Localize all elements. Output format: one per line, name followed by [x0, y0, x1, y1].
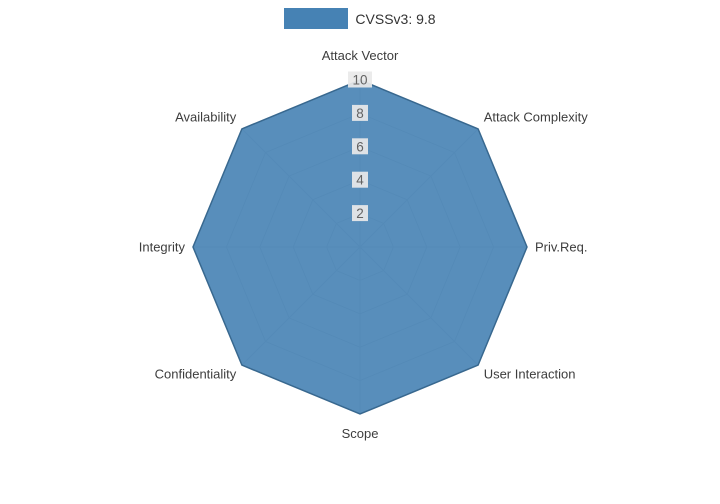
axis-label-attack-complexity: Attack Complexity — [484, 109, 589, 124]
tick-label-8: 8 — [356, 106, 364, 121]
tick-bg-4 — [352, 171, 368, 188]
legend-swatch — [284, 8, 349, 29]
axis-label-availability: Availability — [175, 109, 237, 124]
axis-label-scope: Scope — [342, 426, 379, 441]
axis-label-user-interaction: User Interaction — [484, 367, 576, 382]
axis-label-priv-req: Priv.Req. — [535, 240, 588, 255]
legend-label: CVSSv3: 9.8 — [355, 10, 436, 27]
radar-series-polygon — [192, 79, 528, 415]
axis-label-confidentiality: Confidentiality — [155, 367, 237, 382]
tick-bg-10 — [348, 71, 372, 88]
tick-label-10: 10 — [352, 73, 367, 88]
tick-label-4: 4 — [356, 173, 364, 188]
axis-label-integrity: Integrity — [139, 240, 186, 255]
tick-bg-6 — [352, 138, 368, 155]
tick-label-2: 2 — [356, 206, 364, 221]
axis-label-attack-vector: Attack Vector — [322, 48, 399, 63]
tick-bg-8 — [352, 104, 368, 121]
tick-bg-2 — [352, 205, 368, 222]
tick-label-6: 6 — [356, 139, 364, 154]
legend[interactable]: CVSSv3: 9.8 — [0, 8, 720, 29]
